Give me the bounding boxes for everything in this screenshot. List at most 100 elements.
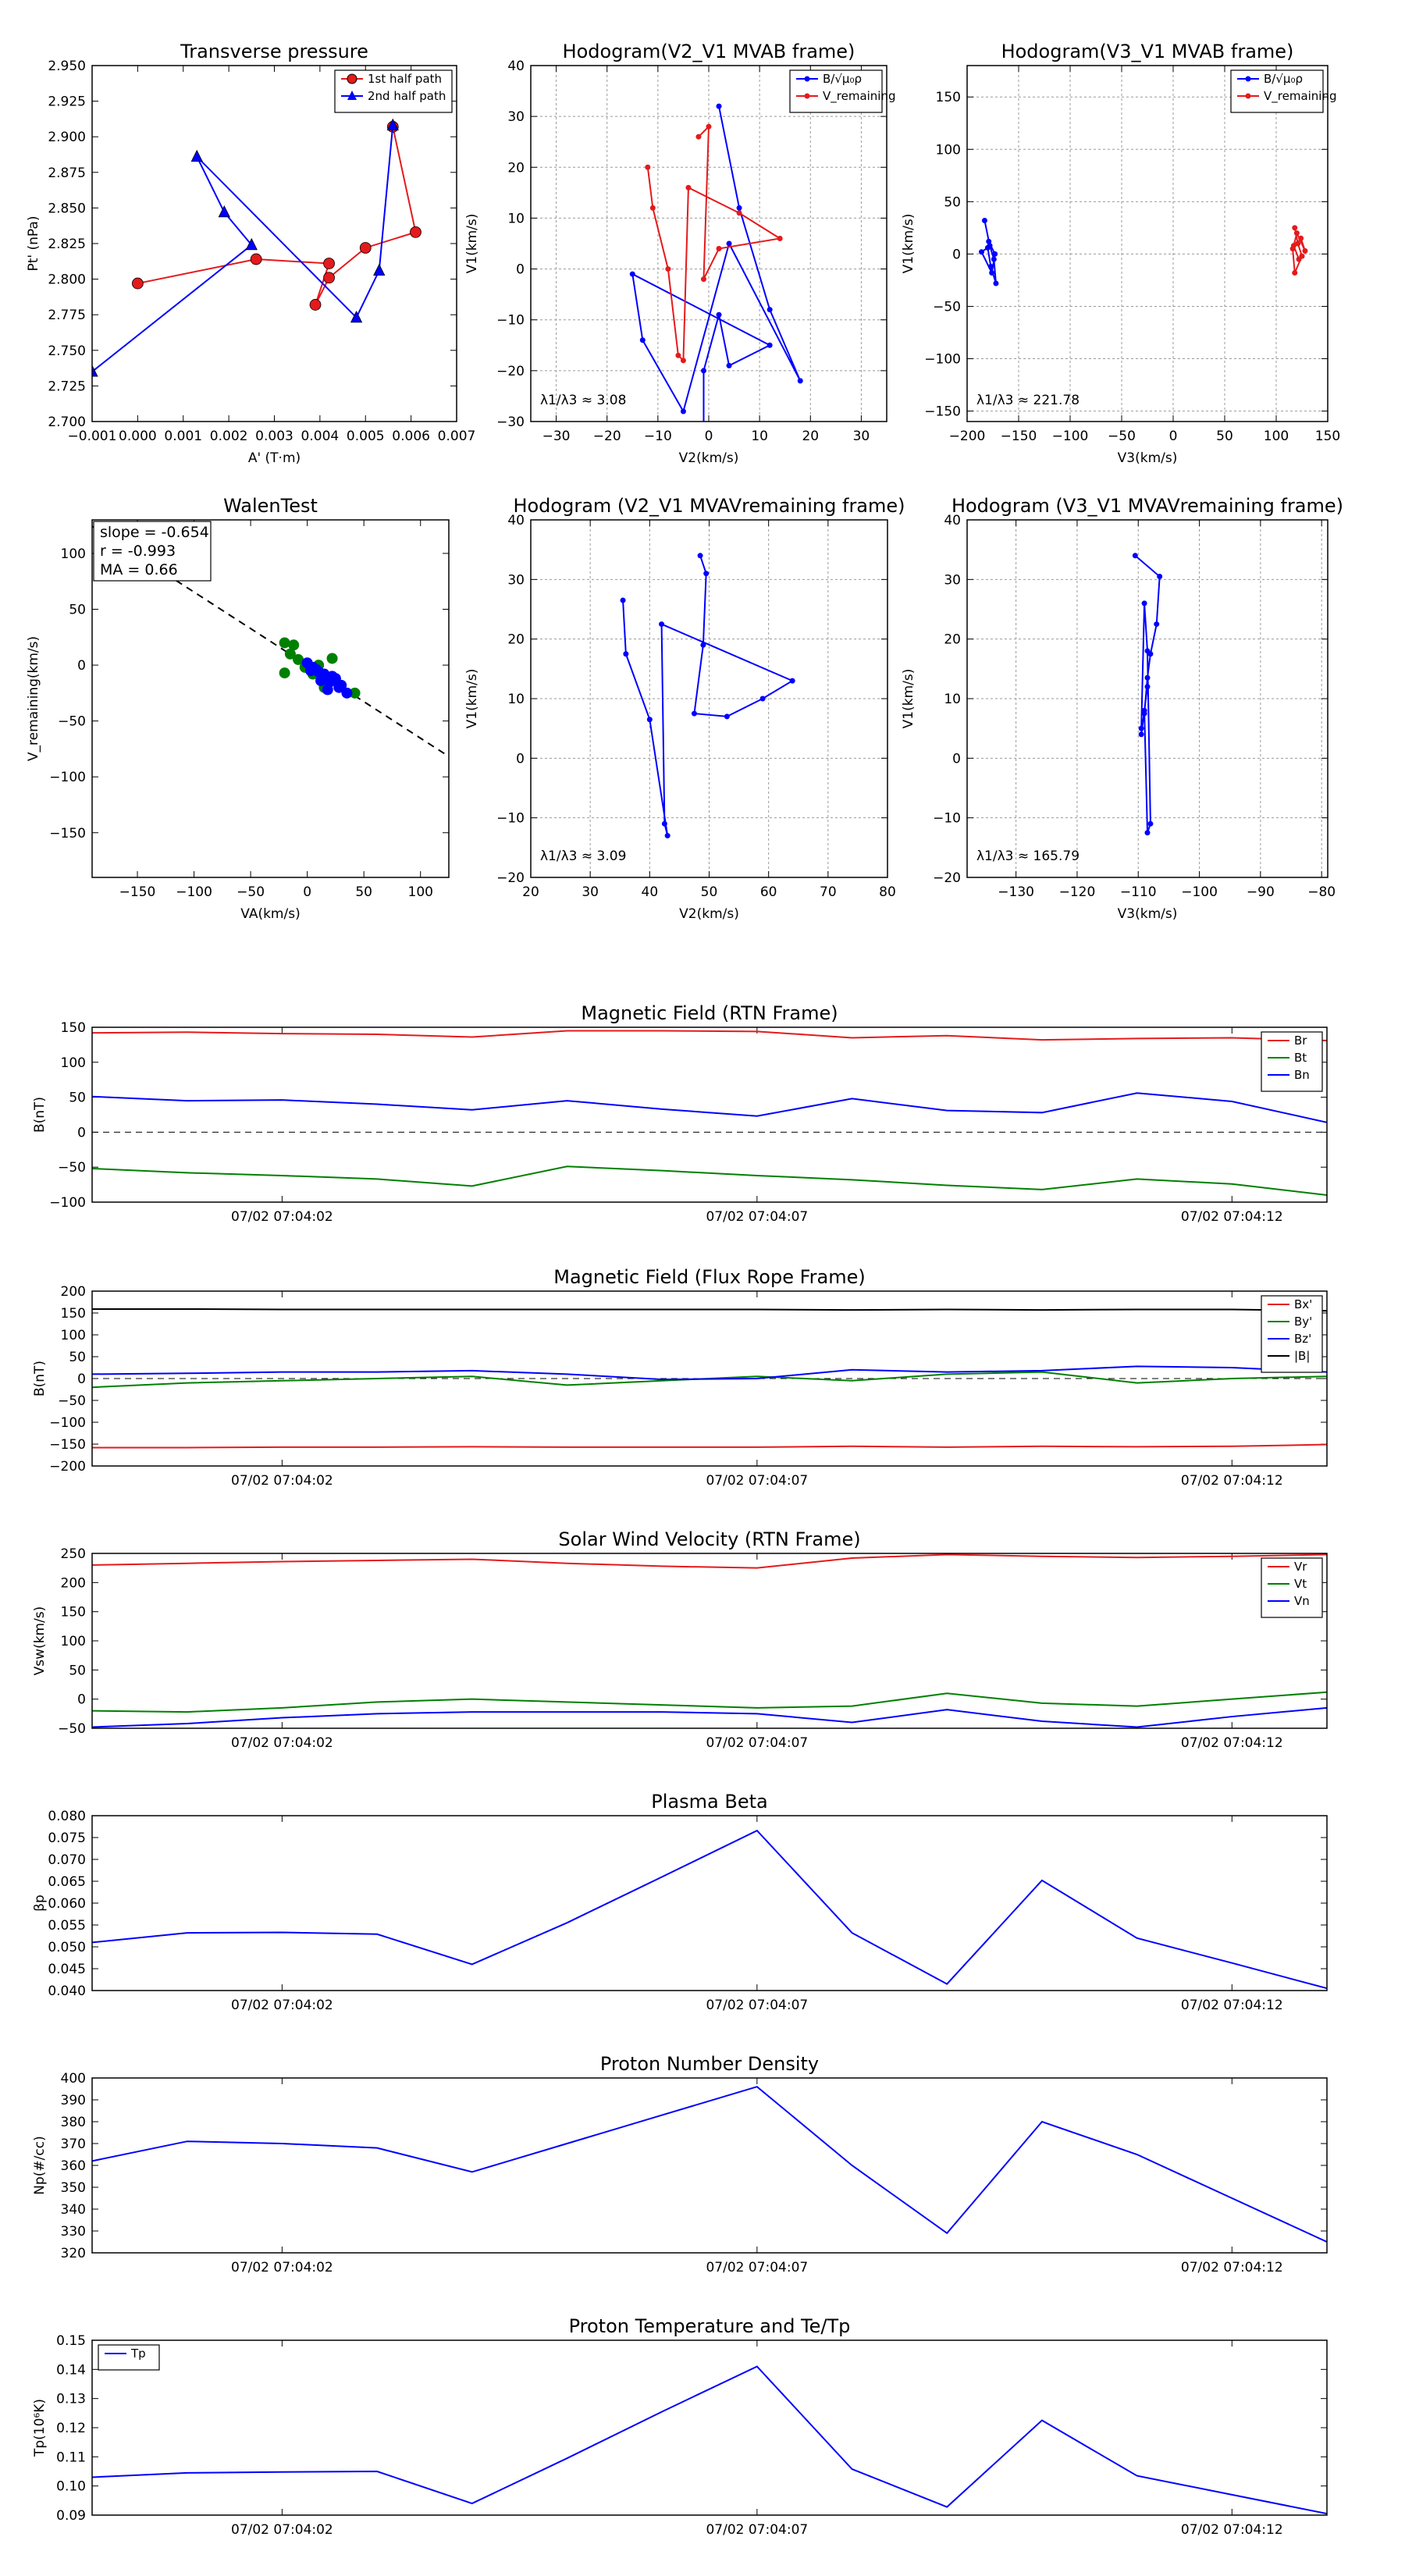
legend-marker xyxy=(347,73,357,84)
y-tick-label: 30 xyxy=(507,572,525,588)
y-axis-label: βp xyxy=(32,1895,48,1912)
data-point xyxy=(724,713,730,720)
data-point xyxy=(218,205,230,218)
plot-area xyxy=(629,103,803,422)
data-point xyxy=(293,653,304,665)
data-point xyxy=(309,299,322,311)
y-tick-label: 250 xyxy=(61,1546,86,1562)
y-tick-label: 0 xyxy=(77,1125,86,1140)
y-tick-label: 2.725 xyxy=(48,379,86,394)
y-axis-label: Tp(10⁶K) xyxy=(32,2399,48,2457)
y-tick-label: 100 xyxy=(61,1634,86,1649)
x-tick-label: 70 xyxy=(820,884,837,900)
y-tick-label: 0.055 xyxy=(48,1918,86,1934)
y-tick-label: 150 xyxy=(936,90,961,105)
data-point xyxy=(986,238,992,244)
plot-frame xyxy=(966,65,1329,422)
plot-frame xyxy=(91,519,450,878)
legend-label: V_remaining xyxy=(823,89,896,104)
annotation-line: r = -0.993 xyxy=(100,543,176,560)
x-tick-label: 50 xyxy=(1216,429,1233,444)
plot-frame xyxy=(966,519,1329,878)
y-axis-label: Vsw(km/s) xyxy=(32,1606,48,1676)
y-tick-label: 0.15 xyxy=(56,2333,86,2349)
legend-label: V_remaining xyxy=(1264,89,1337,104)
plot-area xyxy=(92,118,422,377)
legend: Br Bt Bn xyxy=(1261,1031,1323,1092)
y-tick-label: 2.700 xyxy=(48,415,86,430)
y-tick-label: 2.925 xyxy=(48,94,86,110)
legend-box xyxy=(1230,69,1324,113)
plot-area xyxy=(92,1030,1327,1197)
data-point xyxy=(736,210,742,216)
data-point xyxy=(1147,820,1154,827)
y-tick-label: 40 xyxy=(507,59,525,74)
y-tick-label: 400 xyxy=(61,2071,86,2087)
ratio-annotation: λ1/λ3 ≈ 3.08 xyxy=(540,393,626,408)
y-tick-label: 0 xyxy=(77,658,86,674)
series-line-Tp xyxy=(92,2365,1327,2515)
y-tick-label: 50 xyxy=(69,1091,86,1106)
series-line-2nd half path xyxy=(92,125,394,372)
y-tick-label: 10 xyxy=(507,211,525,226)
x-tick-label: 0.006 xyxy=(392,429,430,444)
data-point xyxy=(685,184,692,190)
x-tick-label: 07/02 07:04:12 xyxy=(1181,2522,1283,2538)
x-tick-label: 60 xyxy=(760,884,777,900)
x-tick-label: 07/02 07:04:02 xyxy=(231,1473,333,1489)
series-line-|B| xyxy=(92,1308,1327,1312)
y-tick-label: 330 xyxy=(61,2224,86,2240)
plot-frame xyxy=(91,1553,1328,1729)
y-tick-label: 0.050 xyxy=(48,1940,86,1955)
data-point xyxy=(623,651,629,657)
plot-frame xyxy=(91,65,457,422)
x-tick-label: −0.001 xyxy=(68,429,117,444)
y-tick-label: −10 xyxy=(496,811,525,827)
y-tick-label: 100 xyxy=(61,1055,86,1071)
x-tick-label: 07/02 07:04:12 xyxy=(1181,1473,1283,1489)
series-line-B/√μ₀ρ xyxy=(980,220,997,284)
x-tick-label: 07/02 07:04:07 xyxy=(706,2522,808,2538)
data-point xyxy=(1144,684,1151,690)
plot-frame xyxy=(91,1815,1328,1991)
y-tick-label: 0 xyxy=(952,751,961,767)
chart-h4: −130 −120 −110 −100 −90 −80−20−10010203040Hod… xyxy=(901,495,1343,922)
data-point xyxy=(1292,270,1298,276)
x-tick-label: 07/02 07:04:02 xyxy=(231,1998,333,2013)
x-axis-label: V3(km/s) xyxy=(1118,906,1178,922)
y-tick-label: −150 xyxy=(924,404,961,420)
x-tick-label: 100 xyxy=(408,884,433,900)
y-tick-label: 2.825 xyxy=(48,237,86,252)
y-tick-label: 100 xyxy=(61,1328,86,1343)
series-line-beta xyxy=(92,1829,1327,1990)
data-point xyxy=(190,149,203,162)
y-tick-label: 150 xyxy=(61,1306,86,1322)
data-point xyxy=(305,665,317,677)
data-point xyxy=(700,368,706,374)
legend-label: Bx' xyxy=(1294,1297,1312,1311)
x-tick-label: 0.007 xyxy=(438,429,476,444)
data-point xyxy=(1292,225,1298,231)
y-tick-label: 340 xyxy=(61,2202,86,2218)
y-tick-label: 0.070 xyxy=(48,1852,86,1868)
chart-ts_vel: 07/02 07:04:02 07/02 07:04:07 07/02 07:04:… xyxy=(32,1528,1328,1751)
data-point xyxy=(987,264,994,270)
y-tick-label: 30 xyxy=(944,572,961,588)
data-point xyxy=(1132,553,1138,559)
chart-h2: −200 −150 −100 −50 0 50 100 150 −150 −100 −50 0 50 10… xyxy=(901,41,1340,466)
y-tick-label: 2.875 xyxy=(48,165,86,181)
y-tick-label: −200 xyxy=(49,1459,86,1475)
series-line-Np xyxy=(92,2086,1327,2243)
data-point xyxy=(349,687,361,699)
data-point xyxy=(326,671,338,682)
series-line-B xyxy=(622,555,795,836)
chart-title: Solar Wind Velocity (RTN Frame) xyxy=(558,1528,860,1550)
y-tick-label: −10 xyxy=(933,811,961,827)
data-point xyxy=(700,642,706,648)
chart-title: WalenTest xyxy=(223,495,318,517)
plot-area xyxy=(92,1553,1327,1728)
series-line-Bx' xyxy=(92,1443,1327,1449)
data-point xyxy=(665,266,671,272)
